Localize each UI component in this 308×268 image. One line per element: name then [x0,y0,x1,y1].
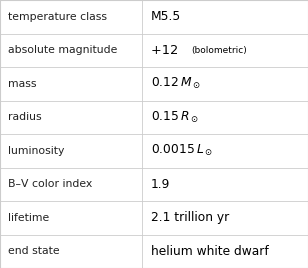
Text: 0.15 $\mathit{R}_\odot$: 0.15 $\mathit{R}_\odot$ [151,110,199,125]
Text: 1.9: 1.9 [151,178,170,191]
Text: end state: end state [8,246,59,256]
Text: radius: radius [8,112,41,122]
Bar [0,100,142,134]
Text: +12: +12 [151,44,186,57]
Bar [0,0,142,34]
Bar [142,234,308,268]
Bar [142,201,308,234]
Bar [0,134,142,168]
Bar [0,34,142,67]
Text: luminosity: luminosity [8,146,64,156]
Text: (bolometric): (bolometric) [191,46,247,55]
Bar [0,234,142,268]
Bar [142,34,308,67]
Bar [0,201,142,234]
Bar [142,67,308,100]
Text: B–V color index: B–V color index [8,179,92,189]
Text: lifetime: lifetime [8,213,49,223]
Text: helium white dwarf: helium white dwarf [151,245,269,258]
Bar [142,0,308,34]
Text: absolute magnitude: absolute magnitude [8,45,117,55]
Bar [142,168,308,201]
Bar [142,134,308,168]
Bar [0,168,142,201]
Text: temperature class: temperature class [8,12,107,22]
Text: 0.12 $\mathit{M}_\odot$: 0.12 $\mathit{M}_\odot$ [151,76,201,91]
Text: M5.5: M5.5 [151,10,181,23]
Text: 0.0015 $\mathit{L}_\odot$: 0.0015 $\mathit{L}_\odot$ [151,143,213,158]
Text: 2.1 trillion yr: 2.1 trillion yr [151,211,229,224]
Text: mass: mass [8,79,36,89]
Bar [142,100,308,134]
Bar [0,67,142,100]
